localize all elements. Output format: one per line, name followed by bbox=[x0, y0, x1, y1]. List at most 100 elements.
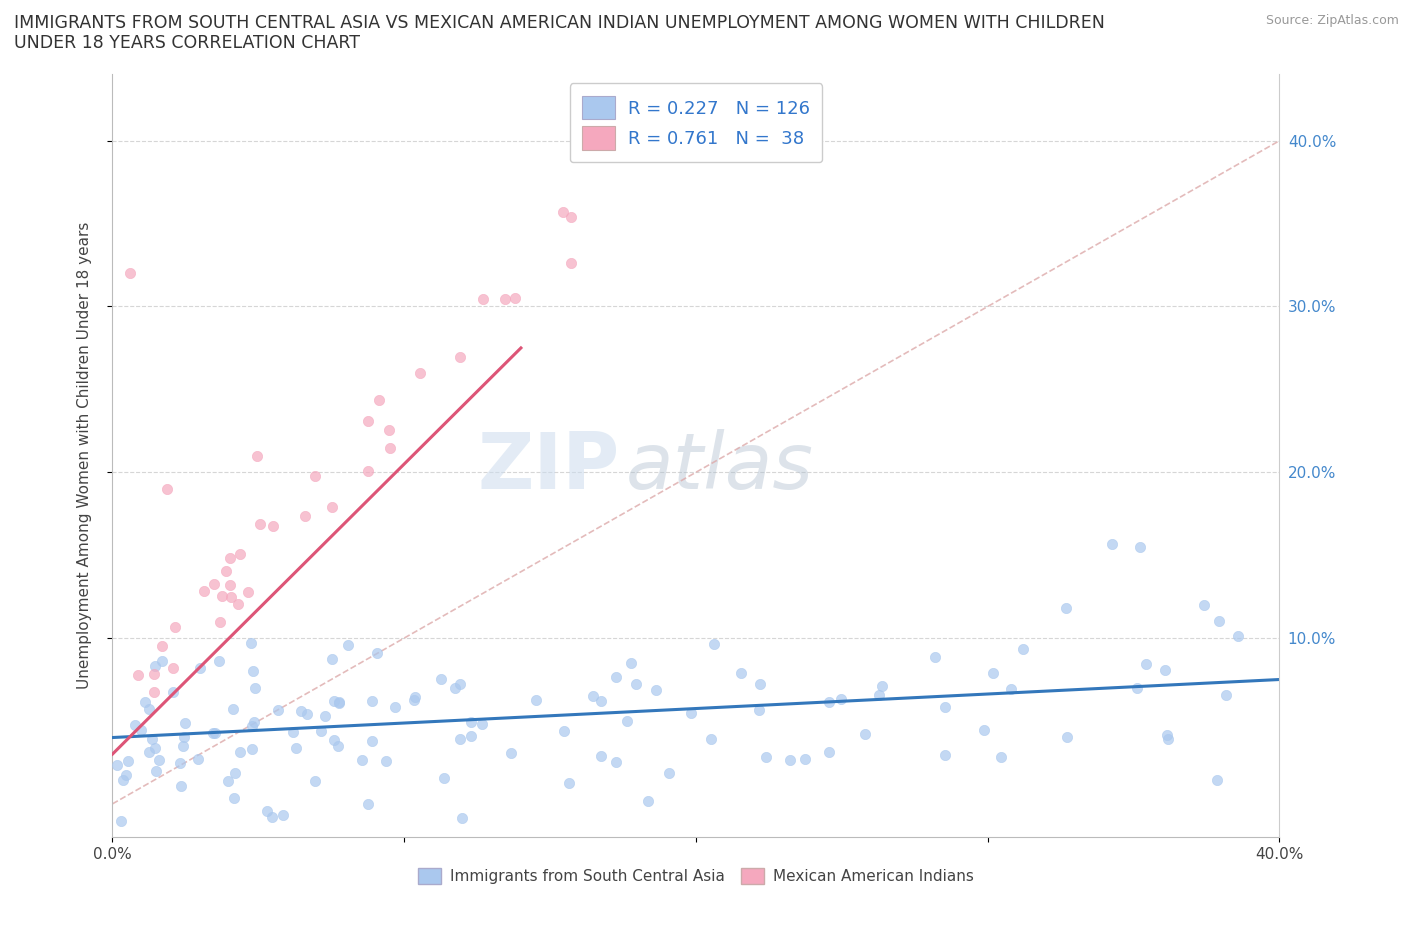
Point bbox=[226, 596, 249, 611]
Point bbox=[582, 688, 605, 703]
Point bbox=[645, 683, 668, 698]
Point bbox=[924, 649, 946, 664]
Point bbox=[156, 482, 179, 497]
Point bbox=[357, 414, 380, 429]
Point bbox=[524, 693, 547, 708]
Point bbox=[591, 749, 613, 764]
Point bbox=[1129, 539, 1152, 554]
Point bbox=[367, 392, 389, 407]
Text: IMMIGRANTS FROM SOUTH CENTRAL ASIA VS MEXICAN AMERICAN INDIAN UNEMPLOYMENT AMONG: IMMIGRANTS FROM SOUTH CENTRAL ASIA VS ME… bbox=[14, 14, 1105, 32]
Point bbox=[229, 745, 252, 760]
Point bbox=[187, 752, 209, 767]
Point bbox=[460, 714, 482, 729]
Point bbox=[150, 653, 173, 668]
Point bbox=[460, 728, 482, 743]
Point bbox=[934, 748, 956, 763]
Point bbox=[242, 663, 264, 678]
Point bbox=[818, 744, 841, 759]
Point bbox=[204, 725, 226, 740]
Point bbox=[558, 776, 581, 790]
Point bbox=[162, 660, 184, 675]
Point bbox=[311, 724, 333, 738]
Point bbox=[616, 713, 638, 728]
Point bbox=[779, 752, 801, 767]
Point bbox=[138, 745, 160, 760]
Point bbox=[169, 755, 191, 770]
Point bbox=[218, 578, 240, 592]
Point bbox=[321, 651, 343, 666]
Point bbox=[243, 714, 266, 729]
Point bbox=[169, 778, 191, 793]
Point bbox=[624, 676, 647, 691]
Point bbox=[262, 810, 284, 825]
Point bbox=[217, 773, 239, 788]
Point bbox=[249, 516, 271, 531]
Point bbox=[658, 766, 681, 781]
Text: ZIP: ZIP bbox=[478, 429, 620, 505]
Point bbox=[404, 693, 426, 708]
Point bbox=[1054, 600, 1077, 615]
Point bbox=[981, 666, 1004, 681]
Point bbox=[443, 681, 465, 696]
Text: UNDER 18 YEARS CORRELATION CHART: UNDER 18 YEARS CORRELATION CHART bbox=[14, 34, 360, 52]
Point bbox=[703, 636, 725, 651]
Point bbox=[328, 695, 350, 710]
Point bbox=[375, 754, 398, 769]
Point bbox=[138, 702, 160, 717]
Text: atlas: atlas bbox=[626, 429, 814, 505]
Point bbox=[560, 210, 582, 225]
Point bbox=[1215, 687, 1237, 702]
Point bbox=[449, 676, 471, 691]
Point bbox=[142, 666, 165, 681]
Point bbox=[681, 705, 703, 720]
Point bbox=[193, 584, 215, 599]
Point bbox=[793, 751, 815, 766]
Point bbox=[221, 589, 243, 604]
Point bbox=[162, 684, 184, 699]
Point bbox=[934, 699, 956, 714]
Point bbox=[148, 752, 170, 767]
Point bbox=[360, 694, 382, 709]
Point bbox=[755, 750, 778, 764]
Point bbox=[990, 750, 1012, 764]
Point bbox=[245, 681, 267, 696]
Point bbox=[749, 676, 772, 691]
Point bbox=[143, 658, 166, 673]
Point bbox=[449, 350, 471, 365]
Point bbox=[211, 589, 233, 604]
Point bbox=[124, 717, 146, 732]
Text: Source: ZipAtlas.com: Source: ZipAtlas.com bbox=[1265, 14, 1399, 27]
Point bbox=[1101, 537, 1123, 551]
Point bbox=[591, 694, 613, 709]
Point bbox=[173, 739, 195, 754]
Point bbox=[112, 773, 135, 788]
Point bbox=[357, 464, 380, 479]
Point bbox=[284, 740, 307, 755]
Point bbox=[256, 804, 278, 818]
Point bbox=[1135, 657, 1157, 671]
Point bbox=[150, 638, 173, 653]
Point bbox=[1126, 681, 1149, 696]
Point bbox=[1056, 730, 1078, 745]
Point bbox=[314, 709, 336, 724]
Point bbox=[117, 753, 139, 768]
Point bbox=[202, 725, 225, 740]
Point bbox=[366, 645, 388, 660]
Point bbox=[221, 701, 243, 716]
Point bbox=[336, 637, 359, 652]
Point bbox=[430, 671, 453, 686]
Point bbox=[202, 577, 225, 591]
Point bbox=[141, 732, 163, 747]
Point bbox=[115, 768, 138, 783]
Point bbox=[290, 703, 312, 718]
Point bbox=[853, 727, 876, 742]
Point bbox=[321, 499, 343, 514]
Point bbox=[1156, 732, 1178, 747]
Point bbox=[295, 707, 318, 722]
Point bbox=[1000, 682, 1022, 697]
Point bbox=[118, 266, 141, 281]
Point bbox=[818, 695, 841, 710]
Point bbox=[246, 448, 269, 463]
Point bbox=[730, 666, 752, 681]
Point bbox=[240, 741, 263, 756]
